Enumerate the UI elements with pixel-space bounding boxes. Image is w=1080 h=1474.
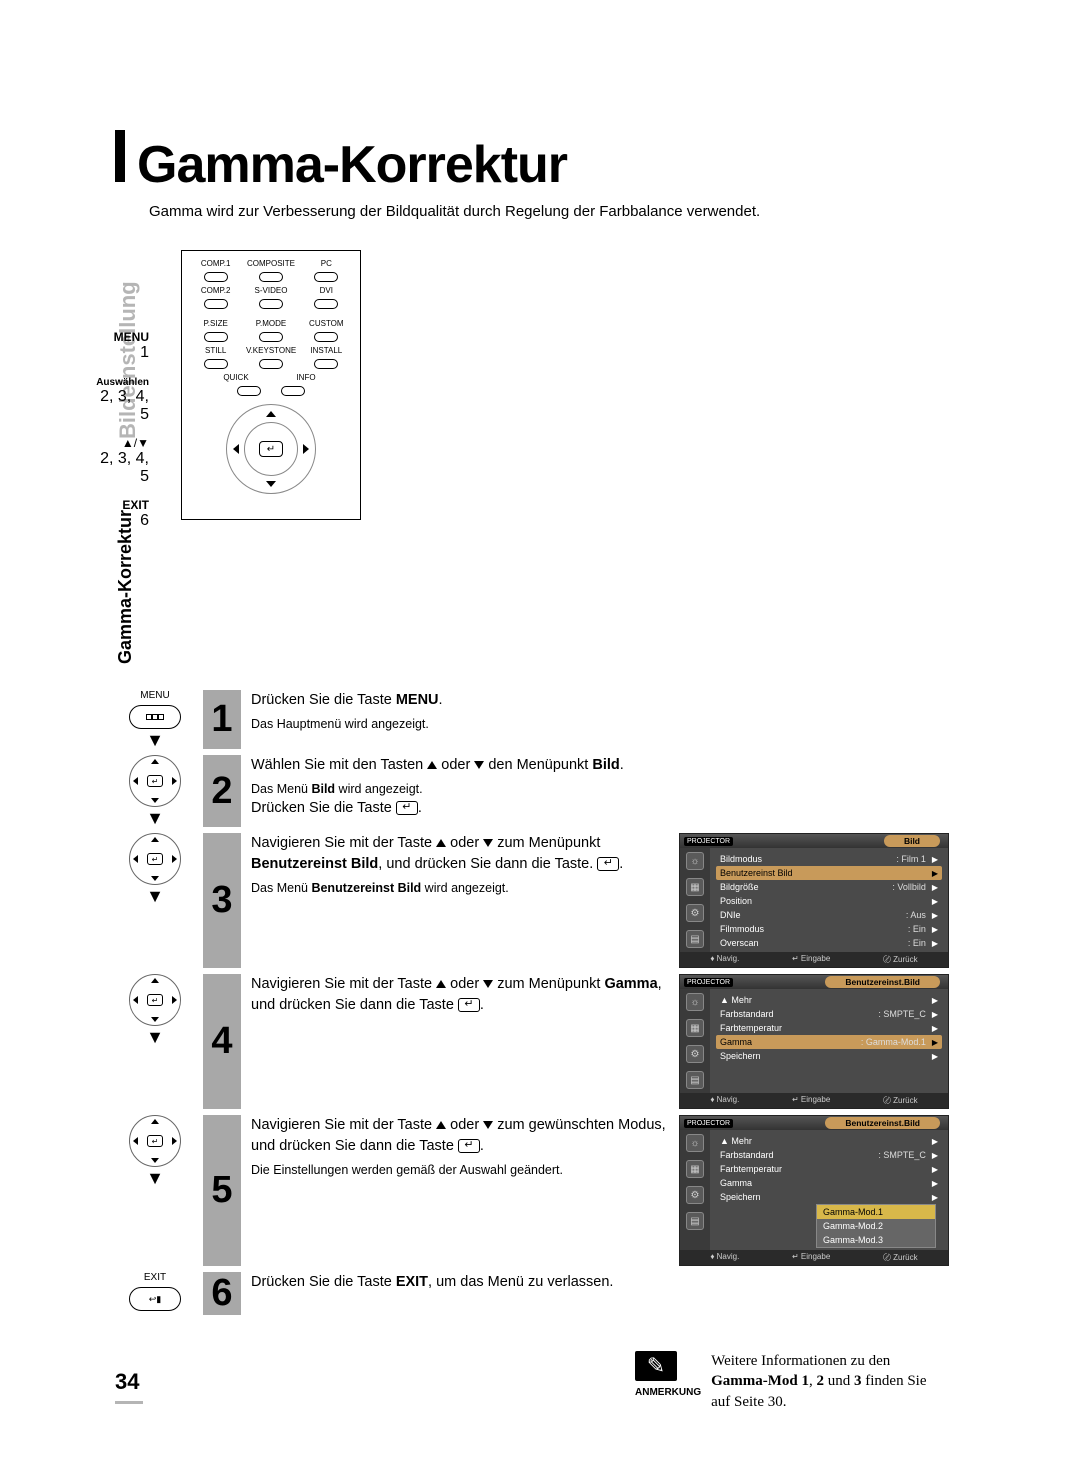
step-row: MENU▼ 1 Drücken Sie die Taste MENU.Das H… bbox=[115, 690, 980, 749]
step-row: ↵ ▼ 3 Navigieren Sie mit der Taste oder z… bbox=[115, 833, 980, 968]
step-number: 4 bbox=[203, 974, 241, 1109]
dpad-icon: ↵ bbox=[129, 833, 181, 885]
step-number: 5 bbox=[203, 1115, 241, 1266]
step-number: 6 bbox=[203, 1272, 241, 1315]
note-label: ANMERKUNG bbox=[635, 1387, 701, 1398]
step-row: EXIT↩▮ 6 Drücken Sie die Taste EXIT, um … bbox=[115, 1272, 980, 1315]
exit-button-icon: ↩▮ bbox=[129, 1287, 181, 1311]
remote-step-labels: MENU1 Auswählen2, 3, 4, 5 ▲/▼2, 3, 4, 5 … bbox=[87, 330, 149, 542]
step-separator-arrow: ▼ bbox=[146, 887, 164, 905]
step-text: Drücken Sie die Taste MENU.Das Hauptmenü… bbox=[251, 690, 671, 733]
step-text: Drücken Sie die Taste EXIT, um das Menü … bbox=[251, 1272, 671, 1293]
remote-diagram: COMP.1COMPOSITEPC COMP.2S-VIDEODVI P.SIZ… bbox=[181, 250, 361, 520]
step-number: 1 bbox=[203, 690, 241, 749]
note-text: Weitere Informationen zu den Gamma-Mod 1… bbox=[711, 1351, 931, 1412]
page-number: 34 bbox=[115, 1369, 143, 1404]
page-title: Gamma-Korrektur bbox=[137, 135, 567, 195]
step-number: 3 bbox=[203, 833, 241, 968]
step-separator-arrow: ▼ bbox=[146, 809, 164, 827]
title-accent-bar bbox=[115, 130, 125, 182]
step-row: ↵ ▼ 2 Wählen Sie mit den Tasten oder den … bbox=[115, 755, 980, 827]
osd-preview: PROJECTORBenutzereinst.Bild ☼▦⚙▤ ▲ Mehr▶… bbox=[679, 1115, 949, 1266]
step-text: Navigieren Sie mit der Taste oder zum Me… bbox=[251, 833, 671, 897]
step-row: ↵ ▼ 5 Navigieren Sie mit der Taste oder z… bbox=[115, 1115, 980, 1266]
step-text: Navigieren Sie mit der Taste oder zum ge… bbox=[251, 1115, 671, 1179]
step-text: Navigieren Sie mit der Taste oder zum Me… bbox=[251, 974, 671, 1016]
dpad-icon: ↵ bbox=[129, 755, 181, 807]
osd-preview: PROJECTORBenutzereinst.Bild ☼▦⚙▤ ▲ Mehr▶… bbox=[679, 974, 949, 1109]
menu-button-icon bbox=[129, 705, 181, 729]
step-number: 2 bbox=[203, 755, 241, 827]
step-separator-arrow: ▼ bbox=[146, 1169, 164, 1187]
step-separator-arrow: ▼ bbox=[146, 731, 164, 749]
step-row: ↵ ▼ 4 Navigieren Sie mit der Taste oder z… bbox=[115, 974, 980, 1109]
note-icon: ✎ bbox=[635, 1351, 677, 1381]
step-separator-arrow: ▼ bbox=[146, 1028, 164, 1046]
dpad-icon: ↵ bbox=[129, 1115, 181, 1167]
step-text: Wählen Sie mit den Tasten oder den Menüp… bbox=[251, 755, 671, 819]
osd-preview: PROJECTORBild ☼▦⚙▤ Bildmodus: Film 1▶Ben… bbox=[679, 833, 949, 968]
page-subtitle: Gamma wird zur Verbesserung der Bildqual… bbox=[149, 203, 980, 220]
dpad-icon: ↵ bbox=[129, 974, 181, 1026]
